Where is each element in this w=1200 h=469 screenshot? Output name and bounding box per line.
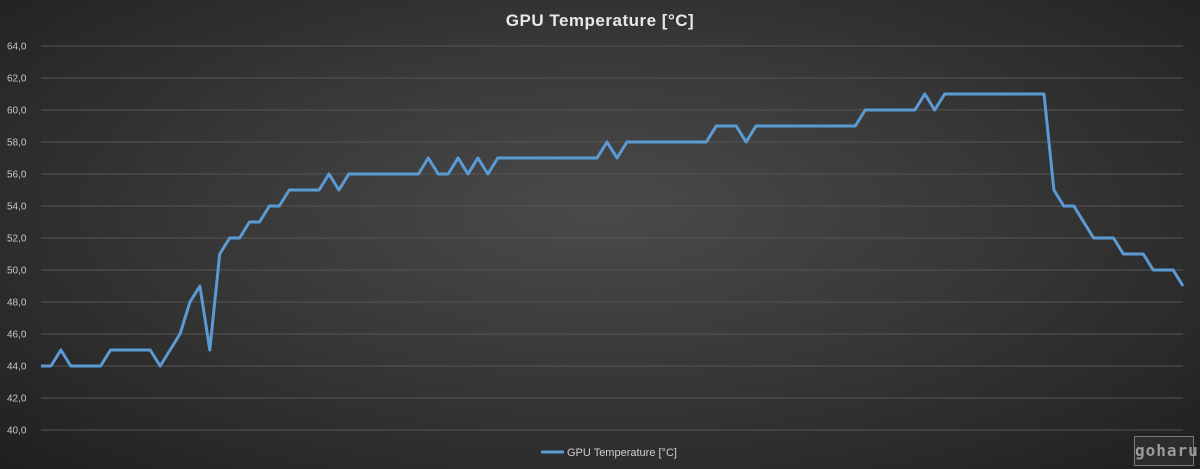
y-tick-label: 52,0: [7, 234, 27, 245]
series-line: [41, 92, 1185, 368]
y-tick-label: 48,0: [7, 298, 27, 309]
chart-title: GPU Temperature [°C]: [505, 11, 695, 30]
y-tick-label: 54,0: [7, 202, 27, 213]
y-tick-label: 40,0: [7, 426, 27, 437]
y-tick-label: 56,0: [7, 170, 27, 181]
y-tick-label: 64,0: [7, 42, 27, 53]
y-tick-label: 50,0: [7, 266, 27, 277]
y-tick-label: 58,0: [7, 138, 27, 149]
y-tick-label: 42,0: [7, 394, 27, 405]
y-tick-label: 62,0: [7, 74, 27, 85]
y-tick-label: 60,0: [7, 106, 27, 117]
legend-label: GPU Temperature [°C]: [567, 447, 677, 459]
y-tick-label: 44,0: [7, 362, 27, 373]
watermark-logo: goharu: [1134, 436, 1198, 466]
y-tick-label: 46,0: [7, 330, 27, 341]
